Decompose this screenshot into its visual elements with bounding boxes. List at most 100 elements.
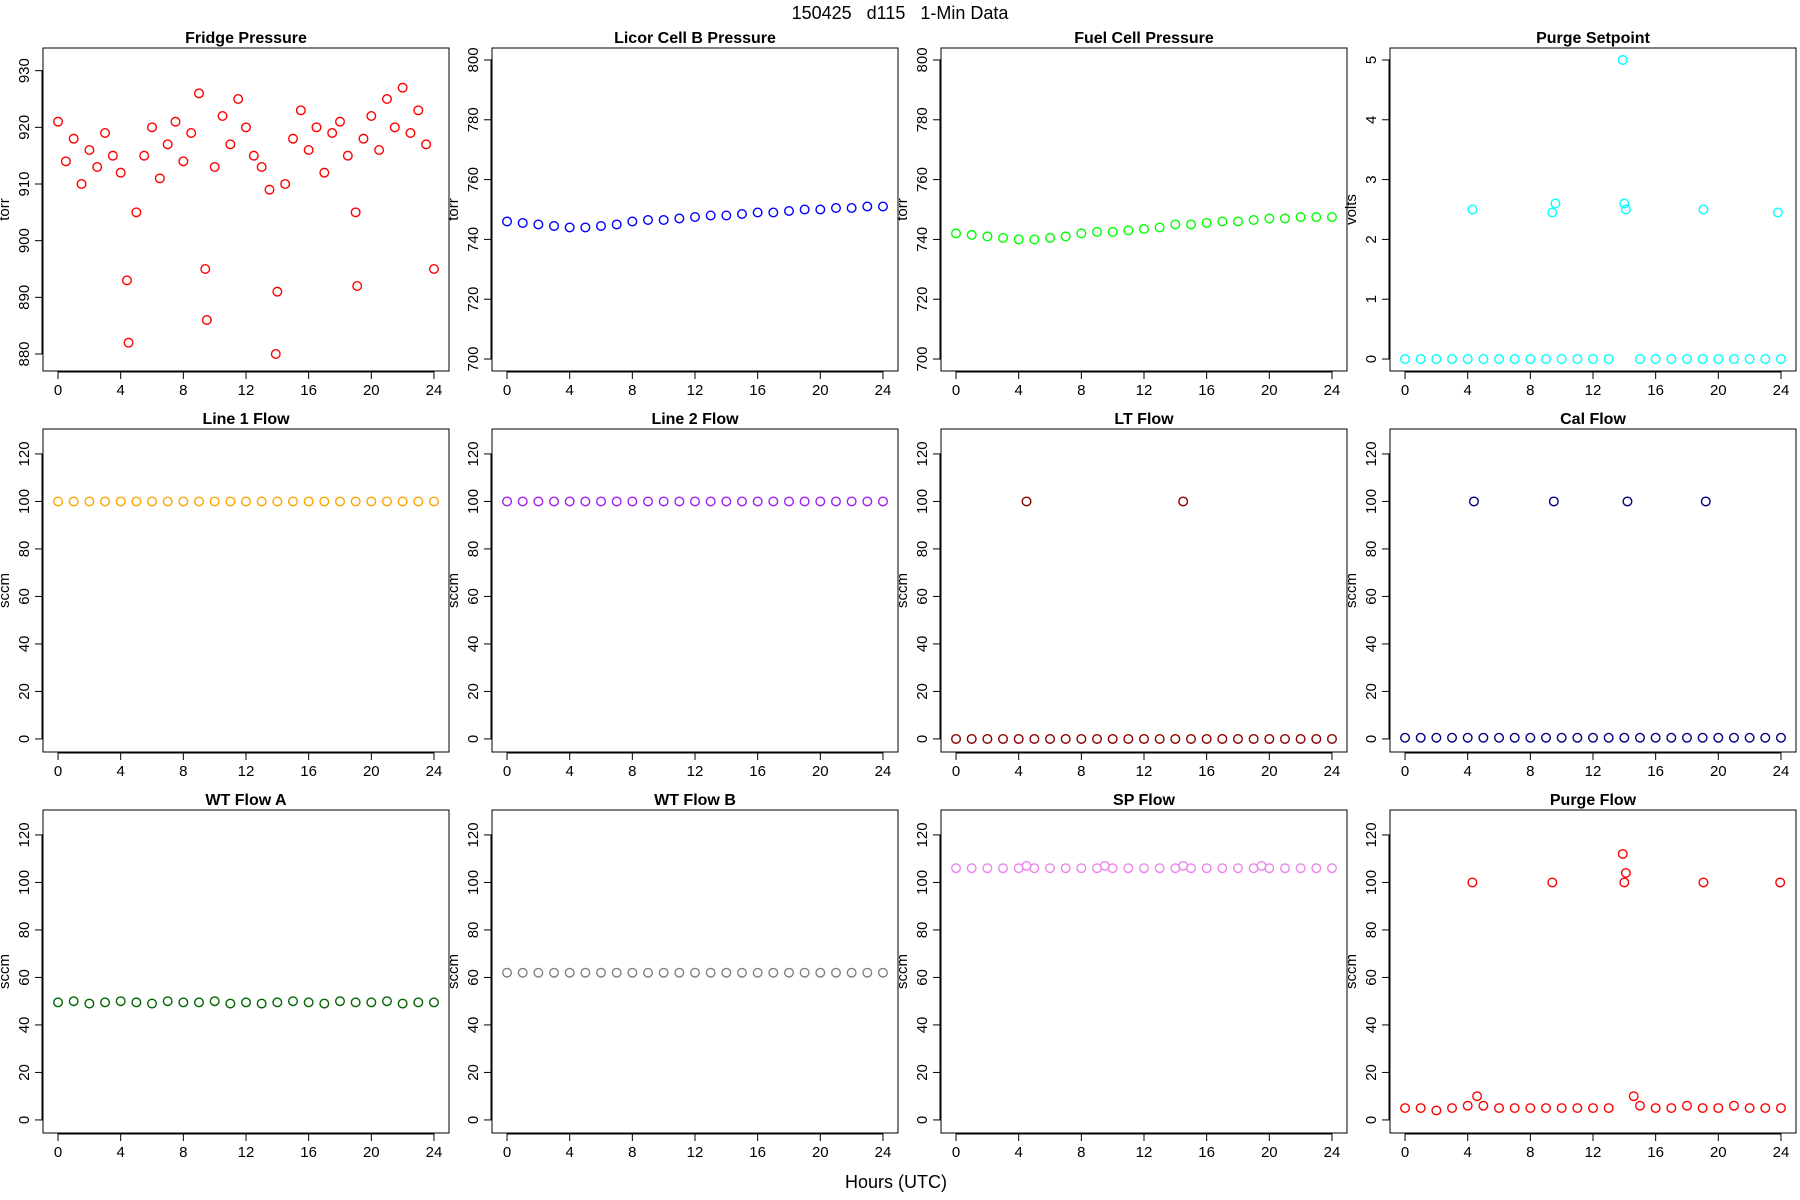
data-point (1400, 354, 1411, 365)
data-point (1666, 354, 1677, 365)
data-point (1634, 354, 1645, 365)
data-point (272, 997, 283, 1008)
panel-title: Fuel Cell Pressure (1074, 30, 1214, 47)
data-point (115, 167, 126, 178)
data-point (643, 214, 654, 225)
data-point (1201, 217, 1212, 228)
x-tick-label: 16 (1647, 763, 1664, 780)
data-point (147, 122, 158, 133)
y-tick-label: 910 (16, 171, 33, 196)
y-tick-label: 0 (465, 735, 482, 743)
plot-area (1400, 54, 1786, 365)
x-tick-label: 12 (687, 1144, 704, 1161)
y-tick-label: 60 (1363, 969, 1380, 986)
y-tick-label: 120 (465, 441, 482, 466)
plot-frame (42, 47, 450, 372)
data-point (248, 150, 259, 161)
data-point (381, 496, 392, 507)
data-point (998, 733, 1009, 744)
x-tick-label: 0 (54, 763, 62, 780)
data-point (674, 967, 685, 978)
y-tick-label: 100 (914, 489, 931, 514)
data-point (1620, 204, 1631, 215)
data-point (1045, 232, 1056, 243)
data-point (596, 220, 607, 231)
data-point (966, 229, 977, 240)
x-axis-label: Hours (UTC) (845, 1172, 947, 1192)
x-tick-label: 12 (1136, 1144, 1153, 1161)
data-point (966, 733, 977, 744)
data-point (1138, 863, 1149, 874)
data-point (147, 998, 158, 1009)
data-point (1400, 1103, 1411, 1114)
data-point (162, 996, 173, 1007)
data-point (178, 496, 189, 507)
panel-title: Line 1 Flow (202, 411, 290, 428)
data-point (768, 496, 779, 507)
data-point (1467, 877, 1478, 888)
data-point (256, 496, 267, 507)
data-point (1170, 733, 1181, 744)
plot-frame (1389, 47, 1797, 372)
x-tick-label: 4 (566, 382, 574, 399)
data-point (611, 219, 622, 230)
x-tick-label: 20 (363, 382, 380, 399)
data-point (705, 496, 716, 507)
data-point (1279, 863, 1290, 874)
data-point (100, 127, 111, 138)
y-tick-label: 120 (914, 441, 931, 466)
data-point (194, 88, 205, 99)
data-point (1619, 877, 1630, 888)
data-point (1154, 863, 1165, 874)
data-point (295, 105, 306, 116)
x-tick-label: 4 (566, 1144, 574, 1161)
data-point (319, 167, 330, 178)
panel: Licor Cell B Pressure torr 0 4 8 12 16 20 24 700 7… (445, 30, 899, 399)
data-point (1541, 354, 1552, 365)
data-point (1264, 863, 1275, 874)
data-point (272, 496, 283, 507)
x-tick-label: 12 (238, 1144, 255, 1161)
x-tick-label: 0 (503, 1144, 511, 1161)
data-point (627, 967, 638, 978)
data-point (1620, 867, 1631, 878)
plot-area (53, 82, 439, 360)
data-point (1029, 863, 1040, 874)
data-point (147, 496, 158, 507)
x-tick-label: 4 (1464, 382, 1472, 399)
data-point (1572, 1103, 1583, 1114)
y-tick-label: 720 (914, 287, 931, 312)
panel-title: LT Flow (1114, 411, 1174, 428)
y-tick-label: 20 (1363, 1064, 1380, 1081)
y-axis-label: torr (894, 198, 911, 221)
y-tick-label: 720 (465, 287, 482, 312)
panel: Purge Flow sccm 0 4 8 12 16 20 24 0 20 40 60 80 100 120 (1343, 792, 1797, 1161)
data-point (272, 286, 283, 297)
x-tick-label: 0 (503, 763, 511, 780)
data-point (397, 82, 408, 93)
data-point (413, 105, 424, 116)
data-point (1013, 733, 1024, 744)
data-point (951, 228, 962, 239)
x-tick-label: 8 (1077, 382, 1085, 399)
x-tick-label: 16 (1647, 382, 1664, 399)
panel-title: Purge Setpoint (1536, 30, 1650, 47)
data-point (1060, 231, 1071, 242)
data-point (1462, 1100, 1473, 1111)
data-point (1447, 354, 1458, 365)
data-point (1619, 198, 1630, 209)
data-point (1713, 1103, 1724, 1114)
data-point (225, 496, 236, 507)
data-point (1178, 496, 1189, 507)
plot-area (502, 496, 888, 507)
x-tick-label: 20 (1710, 382, 1727, 399)
data-point (264, 184, 275, 195)
data-point (1478, 354, 1489, 365)
data-point (1650, 1103, 1661, 1114)
plot-frame (42, 809, 450, 1134)
data-point (1603, 354, 1614, 365)
y-tick-label: 120 (1363, 441, 1380, 466)
data-point (830, 496, 841, 507)
x-tick-label: 24 (426, 382, 443, 399)
